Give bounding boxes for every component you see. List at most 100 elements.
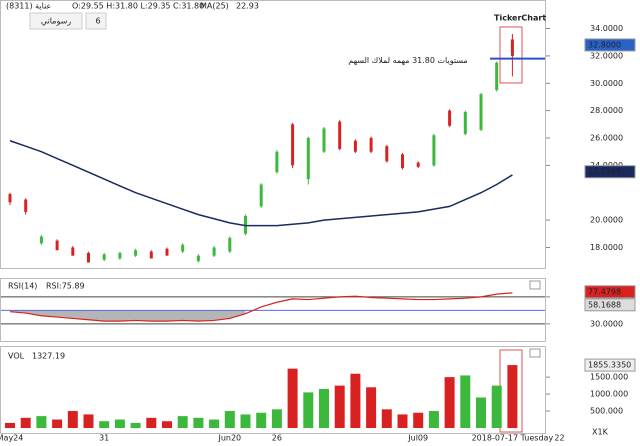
y-tick-label: 1000.000: [590, 390, 628, 399]
candle-body: [196, 255, 200, 262]
symbol: (8311) عناية: [6, 2, 51, 11]
candle-body: [275, 151, 279, 173]
x-tick-label: 2018-07-17 Tuesday: [472, 434, 554, 443]
drawings-button[interactable]: [29, 12, 83, 30]
volume-bar: [287, 368, 298, 428]
volume-bar: [397, 414, 408, 428]
series-line: [9, 292, 513, 322]
volume-bar: [413, 412, 424, 428]
price-marker-label: 58.1688: [588, 300, 621, 309]
price-marker: [584, 298, 636, 312]
candle-body: [510, 39, 514, 56]
candle-body: [8, 194, 12, 203]
y-tick-label: 32.0000: [590, 51, 623, 60]
volume-bar: [444, 377, 455, 428]
price-marker: [584, 358, 636, 372]
volume-bar: [381, 409, 392, 428]
drawings-button-label[interactable]: رسوماتي: [41, 17, 71, 26]
candle-body: [369, 138, 373, 152]
panel-title: RSI(14): [8, 282, 37, 291]
y-tick-label: 500.000: [590, 407, 623, 416]
oversold-fill: [10, 310, 246, 322]
y-tick-label: 30.0000: [590, 319, 623, 328]
candle-body: [306, 138, 310, 180]
y-tick-label: 18.0000: [590, 243, 623, 252]
x-tick-label: 26: [272, 434, 282, 443]
volume-bar: [162, 421, 172, 428]
volume-bar: [52, 419, 63, 428]
count-button-label[interactable]: 6: [95, 17, 100, 26]
count-button[interactable]: [85, 12, 107, 30]
volume-bar: [114, 419, 125, 428]
x-tick-label: Jul09: [407, 434, 428, 443]
candle-body: [39, 236, 43, 244]
price-panel: [0, 0, 546, 269]
price-marker: [584, 165, 636, 179]
volume-bar: [491, 385, 502, 428]
candle-body: [212, 247, 216, 256]
volume-bar: [350, 373, 361, 428]
price-marker-label: 32.8000: [588, 40, 621, 49]
volume-bar: [20, 417, 31, 428]
volume-bar: [240, 414, 251, 428]
ma-label: MA(25): [200, 2, 229, 11]
x-tick-label: 31: [99, 434, 109, 443]
panel-value: RSI:75.89: [46, 282, 85, 291]
x-tick-label: 22: [554, 434, 564, 443]
candle-body: [165, 248, 169, 256]
y-tick-label: 34.0000: [590, 24, 623, 33]
candle-body: [71, 247, 75, 256]
annotation: مستويات 31.80 مهمه لملاك السهم: [348, 56, 467, 65]
volume-bar: [130, 422, 141, 428]
ohlc-readout: O:29.55 H:31.80 L:29.35 C:31.80: [72, 2, 204, 11]
candle-body: [228, 237, 232, 252]
volume-bar: [303, 392, 314, 428]
panel-button[interactable]: [529, 280, 541, 290]
price-marker: [584, 38, 636, 52]
volume-bar: [334, 385, 345, 428]
price-marker-label: 77.4798: [588, 287, 621, 296]
volume-bar: [209, 419, 220, 428]
candle-body: [118, 252, 122, 259]
ma-value: 22.93: [236, 2, 259, 11]
volume-bar: [5, 422, 15, 428]
volume-bar: [224, 411, 235, 428]
candle-body: [448, 110, 452, 126]
panel-title: VOL: [8, 352, 25, 361]
highlight-box: [499, 26, 523, 84]
price-marker: [584, 285, 636, 299]
candle-body: [416, 162, 420, 167]
volume-bar: [177, 416, 188, 428]
unit-label: X1K: [592, 428, 609, 437]
candle-body: [134, 250, 138, 256]
rsi-panel: [0, 278, 546, 342]
volume-bar: [428, 411, 439, 428]
candle-body: [463, 112, 467, 134]
price-marker-label: 1855.3350: [588, 361, 631, 370]
x-tick-label: May24: [0, 434, 23, 443]
panel-button[interactable]: [529, 348, 541, 358]
y-tick-label: 26.0000: [590, 134, 623, 143]
x-tick-label: Jun20: [217, 434, 241, 443]
y-tick-label: 20.0000: [590, 216, 623, 225]
candle-body: [338, 121, 342, 149]
candle-body: [479, 94, 483, 130]
volume-bar: [36, 416, 47, 428]
volume-bar: [319, 389, 329, 428]
candle-body: [385, 146, 389, 162]
candle-body: [102, 254, 106, 260]
price-marker-label: 23.5348: [588, 167, 621, 176]
volume-bar: [193, 417, 204, 428]
candle-body: [24, 199, 28, 212]
series-line: [9, 140, 513, 227]
y-tick-label: 28.0000: [590, 106, 623, 115]
candle-body: [87, 252, 90, 263]
y-tick-label: 30.0000: [590, 79, 623, 88]
volume-bar: [146, 417, 157, 428]
candle-body: [149, 251, 153, 259]
volume-bar: [366, 387, 377, 428]
candle-body: [495, 62, 499, 91]
candle-body: [353, 140, 357, 152]
